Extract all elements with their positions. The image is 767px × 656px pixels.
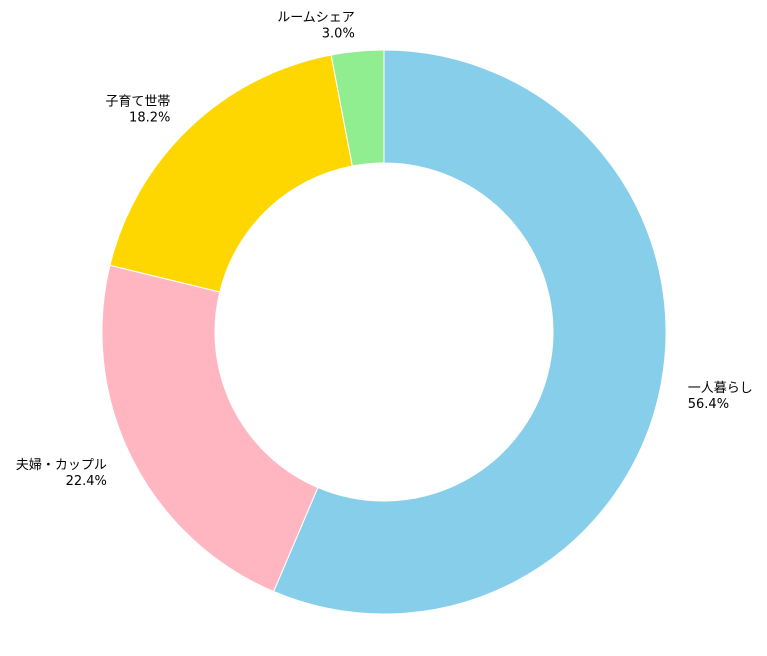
- slice-category-2: 子育て世帯: [105, 93, 170, 109]
- slice-3: [330, 49, 385, 167]
- slice-2: [109, 54, 353, 293]
- slice-category-0: 一人暮らし: [688, 381, 753, 396]
- slices-group: [101, 49, 667, 615]
- slice-label-3: ルームシェア 3.0%: [277, 10, 355, 41]
- slice-category-3: ルームシェア: [277, 10, 355, 25]
- slice-label-0: 一人暮らし 56.4%: [688, 381, 753, 412]
- slice-1: [101, 264, 319, 593]
- slice-0: [272, 49, 667, 615]
- slice-percent-1: 22.4%: [66, 474, 107, 489]
- labels-group: 一人暮らし 56.4% 夫婦・カップル 22.4% 子育て世帯 18.2% ルームシェア 3.…: [16, 10, 753, 489]
- slice-percent-2: 18.2%: [129, 110, 170, 125]
- slice-label-2: 子育て世帯 18.2%: [105, 93, 170, 125]
- slice-category-1: 夫婦・カップル: [16, 457, 107, 473]
- slice-percent-0: 56.4%: [688, 397, 729, 412]
- slice-label-1: 夫婦・カップル 22.4%: [16, 457, 107, 489]
- slice-percent-3: 3.0%: [322, 26, 355, 41]
